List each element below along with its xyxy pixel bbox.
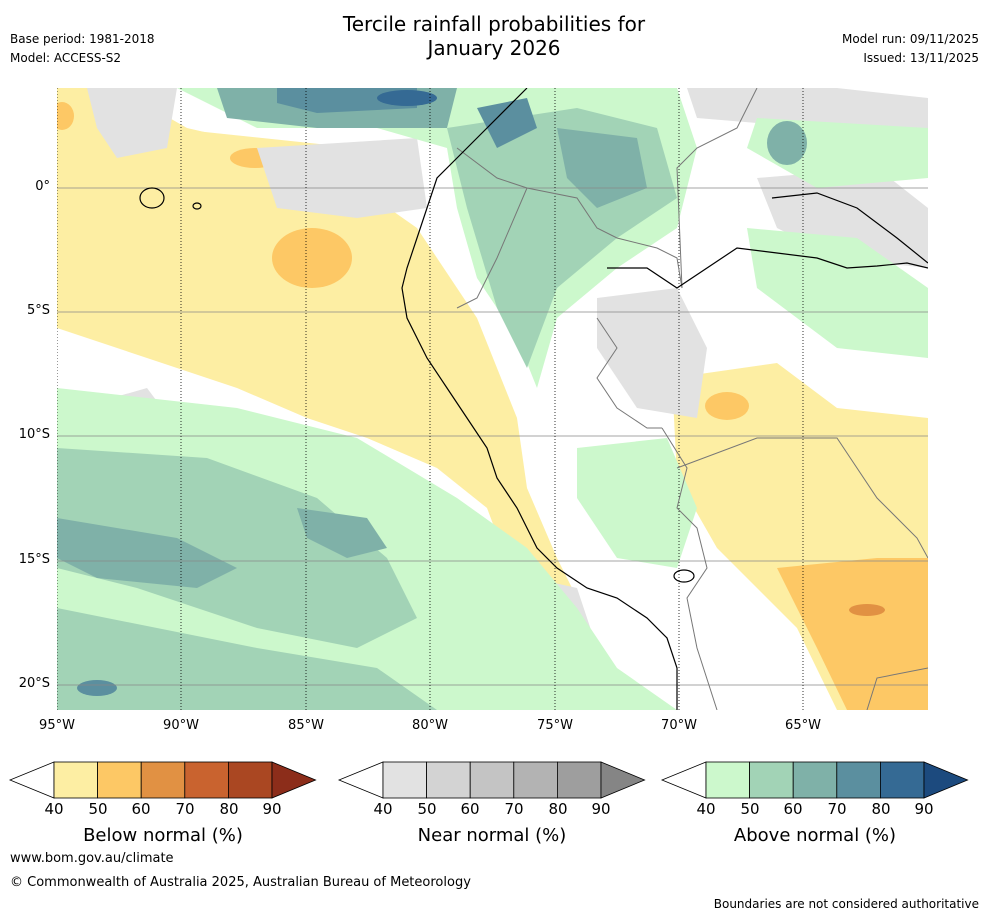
- cb3-tick-60: 60: [783, 800, 803, 818]
- colorbar-1-segment-1: [53, 761, 98, 799]
- rainfall-map: [57, 88, 928, 710]
- colorbar-3-segment-3: [792, 761, 838, 799]
- y-tick-5s: 5°S: [26, 303, 50, 318]
- colorbar-2-segment-5: [557, 761, 602, 799]
- model-name: Model: ACCESS-S2: [10, 51, 122, 65]
- x-tick-85w: 85°W: [288, 718, 324, 733]
- cb2-tick-80: 80: [548, 800, 568, 818]
- y-tick-15s: 15°S: [18, 552, 50, 567]
- colorbar-1: [8, 761, 317, 799]
- cb2-tick-70: 70: [504, 800, 524, 818]
- y-tick-10s: 10°S: [18, 427, 50, 442]
- base-period: Base period: 1981-2018: [10, 32, 155, 46]
- colorbar-1-segment-2: [97, 761, 142, 799]
- x-tick-90w: 90°W: [163, 718, 199, 733]
- cb3-tick-90: 90: [914, 800, 934, 818]
- cb1-tick-80: 80: [219, 800, 239, 818]
- website-link[interactable]: www.bom.gov.au/climate: [10, 851, 174, 866]
- boundaries-note: Boundaries are not considered authoritat…: [713, 897, 979, 911]
- above-normal-label: Above normal (%): [733, 825, 897, 846]
- colorbar-2-segment-1: [382, 761, 427, 799]
- x-tick-65w: 65°W: [785, 718, 821, 733]
- cb2-tick-40: 40: [373, 800, 393, 818]
- colorbar-1-segment-5: [227, 761, 273, 799]
- colorbar-strip: [8, 761, 969, 799]
- meta-left: Base period: 1981-2018 Model: ACCESS-S2: [10, 30, 155, 68]
- coastline: [139, 88, 928, 710]
- colorbar-2-low-arrow: [337, 761, 384, 799]
- colorbar-3-segment-4: [836, 761, 881, 799]
- colorbar-2-high-arrow: [600, 761, 646, 799]
- cb3-tick-70: 70: [827, 800, 847, 818]
- colorbar-3-segment-5: [880, 761, 925, 799]
- model-run: Model run: 09/11/2025: [841, 32, 979, 46]
- title-line-1: Tercile rainfall probabilities for: [342, 12, 646, 36]
- cb2-tick-50: 50: [417, 800, 437, 818]
- meta-right: Model run: 09/11/2025 Issued: 13/11/2025: [842, 30, 979, 68]
- cb2-tick-60: 60: [460, 800, 480, 818]
- cb1-tick-60: 60: [131, 800, 151, 818]
- cb3-tick-80: 80: [871, 800, 891, 818]
- map-title: Tercile rainfall probabilities for Janua…: [0, 12, 988, 60]
- colorbar-3-low-arrow: [660, 761, 707, 799]
- colorbar-2: [337, 761, 646, 799]
- colorbar-2-segment-2: [426, 761, 471, 799]
- cb3-tick-40: 40: [696, 800, 716, 818]
- near-normal-label: Near normal (%): [417, 825, 567, 846]
- colorbar-1-low-arrow: [8, 761, 55, 799]
- colorbar-1-segment-3: [140, 761, 186, 799]
- cb1-tick-50: 50: [88, 800, 108, 818]
- cb3-tick-50: 50: [740, 800, 760, 818]
- x-tick-80w: 80°W: [412, 718, 448, 733]
- colorbar-1-segment-4: [184, 761, 229, 799]
- graticule: [57, 88, 928, 710]
- probability-shading: [57, 88, 928, 710]
- copyright-text: © Commonwealth of Australia 2025, Austra…: [10, 875, 471, 890]
- cb1-tick-70: 70: [175, 800, 195, 818]
- colorbar-2-segment-3: [469, 761, 515, 799]
- colorbar-2-segment-4: [513, 761, 558, 799]
- y-tick-0: 0°: [35, 179, 50, 194]
- colorbar-3-segment-2: [749, 761, 794, 799]
- below-normal-label: Below normal (%): [83, 825, 243, 846]
- colorbar-3-segment-1: [705, 761, 750, 799]
- issued-date: Issued: 13/11/2025: [863, 51, 979, 65]
- country-borders: [456, 88, 928, 710]
- colorbar-3-high-arrow: [923, 761, 969, 799]
- colorbar-1-high-arrow: [271, 761, 317, 799]
- title-line-2: January 2026: [427, 36, 561, 60]
- cb1-tick-90: 90: [262, 800, 282, 818]
- x-tick-70w: 70°W: [661, 718, 697, 733]
- colorbar-3: [660, 761, 969, 799]
- cb1-tick-40: 40: [44, 800, 64, 818]
- x-tick-95w: 95°W: [39, 718, 75, 733]
- x-tick-75w: 75°W: [537, 718, 573, 733]
- y-tick-20s: 20°S: [18, 676, 50, 691]
- cb2-tick-90: 90: [591, 800, 611, 818]
